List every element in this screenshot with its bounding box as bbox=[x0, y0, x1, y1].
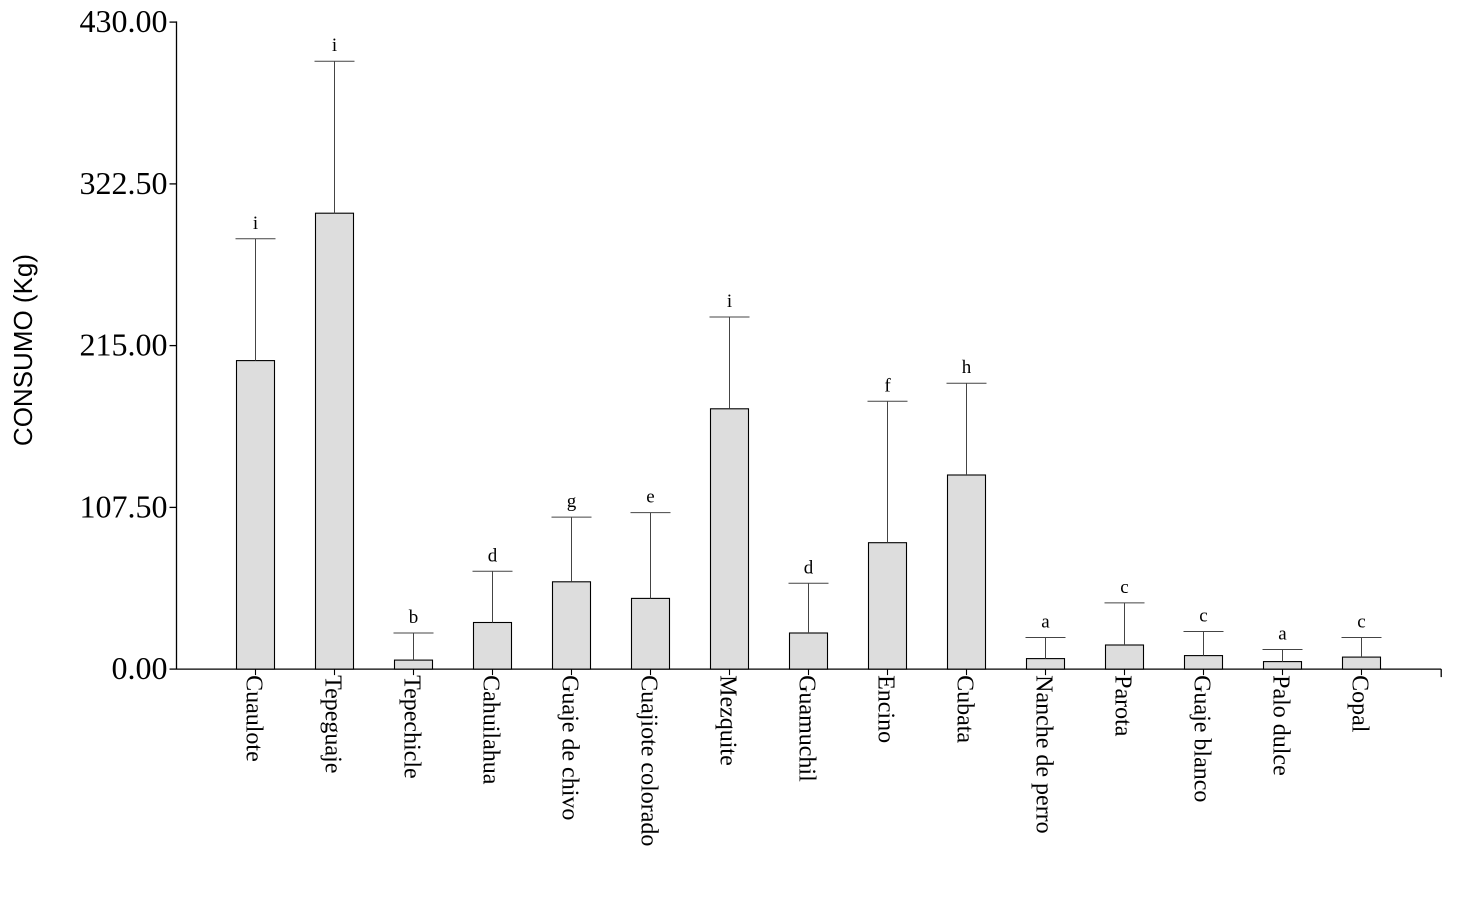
svg-text:430.00: 430.00 bbox=[80, 3, 168, 39]
svg-text:Tepeguaje: Tepeguaje bbox=[320, 675, 346, 773]
svg-text:Guaje de chivo: Guaje de chivo bbox=[557, 675, 583, 820]
svg-text:a: a bbox=[1278, 624, 1287, 645]
svg-text:c: c bbox=[1199, 606, 1207, 627]
svg-text:c: c bbox=[1357, 612, 1365, 633]
svg-text:Cuaulote: Cuaulote bbox=[241, 675, 267, 762]
svg-text:i: i bbox=[727, 291, 732, 312]
svg-text:0.00: 0.00 bbox=[112, 650, 168, 686]
svg-text:a: a bbox=[1041, 612, 1050, 633]
svg-text:Parota: Parota bbox=[1110, 675, 1136, 737]
svg-text:f: f bbox=[884, 375, 891, 396]
svg-text:Guamuchil: Guamuchil bbox=[794, 675, 820, 782]
svg-text:Mezquite: Mezquite bbox=[715, 675, 741, 766]
svg-text:Nanche de perro: Nanche de perro bbox=[1031, 675, 1057, 834]
svg-text:107.50: 107.50 bbox=[80, 488, 168, 524]
svg-text:Palo dulce: Palo dulce bbox=[1268, 675, 1294, 776]
svg-text:h: h bbox=[962, 357, 972, 378]
svg-text:CONSUMO (Kg): CONSUMO (Kg) bbox=[8, 254, 38, 446]
svg-text:g: g bbox=[567, 491, 577, 512]
svg-text:Cubata: Cubata bbox=[952, 675, 978, 743]
svg-text:Guaje blanco: Guaje blanco bbox=[1189, 675, 1215, 802]
svg-text:322.50: 322.50 bbox=[80, 165, 168, 201]
svg-text:Copal: Copal bbox=[1347, 675, 1373, 733]
svg-text:d: d bbox=[488, 545, 498, 566]
svg-text:Tepechicle: Tepechicle bbox=[399, 675, 425, 779]
svg-text:Cuajiote colorado: Cuajiote colorado bbox=[636, 675, 662, 846]
svg-text:i: i bbox=[253, 213, 258, 234]
svg-text:Cahuilahua: Cahuilahua bbox=[478, 675, 504, 785]
svg-text:e: e bbox=[646, 487, 654, 508]
svg-text:i: i bbox=[332, 35, 337, 56]
svg-text:d: d bbox=[804, 557, 814, 578]
svg-text:Encino: Encino bbox=[873, 675, 899, 743]
svg-text:215.00: 215.00 bbox=[80, 327, 168, 363]
svg-text:b: b bbox=[409, 607, 419, 628]
svg-text:c: c bbox=[1120, 577, 1128, 598]
